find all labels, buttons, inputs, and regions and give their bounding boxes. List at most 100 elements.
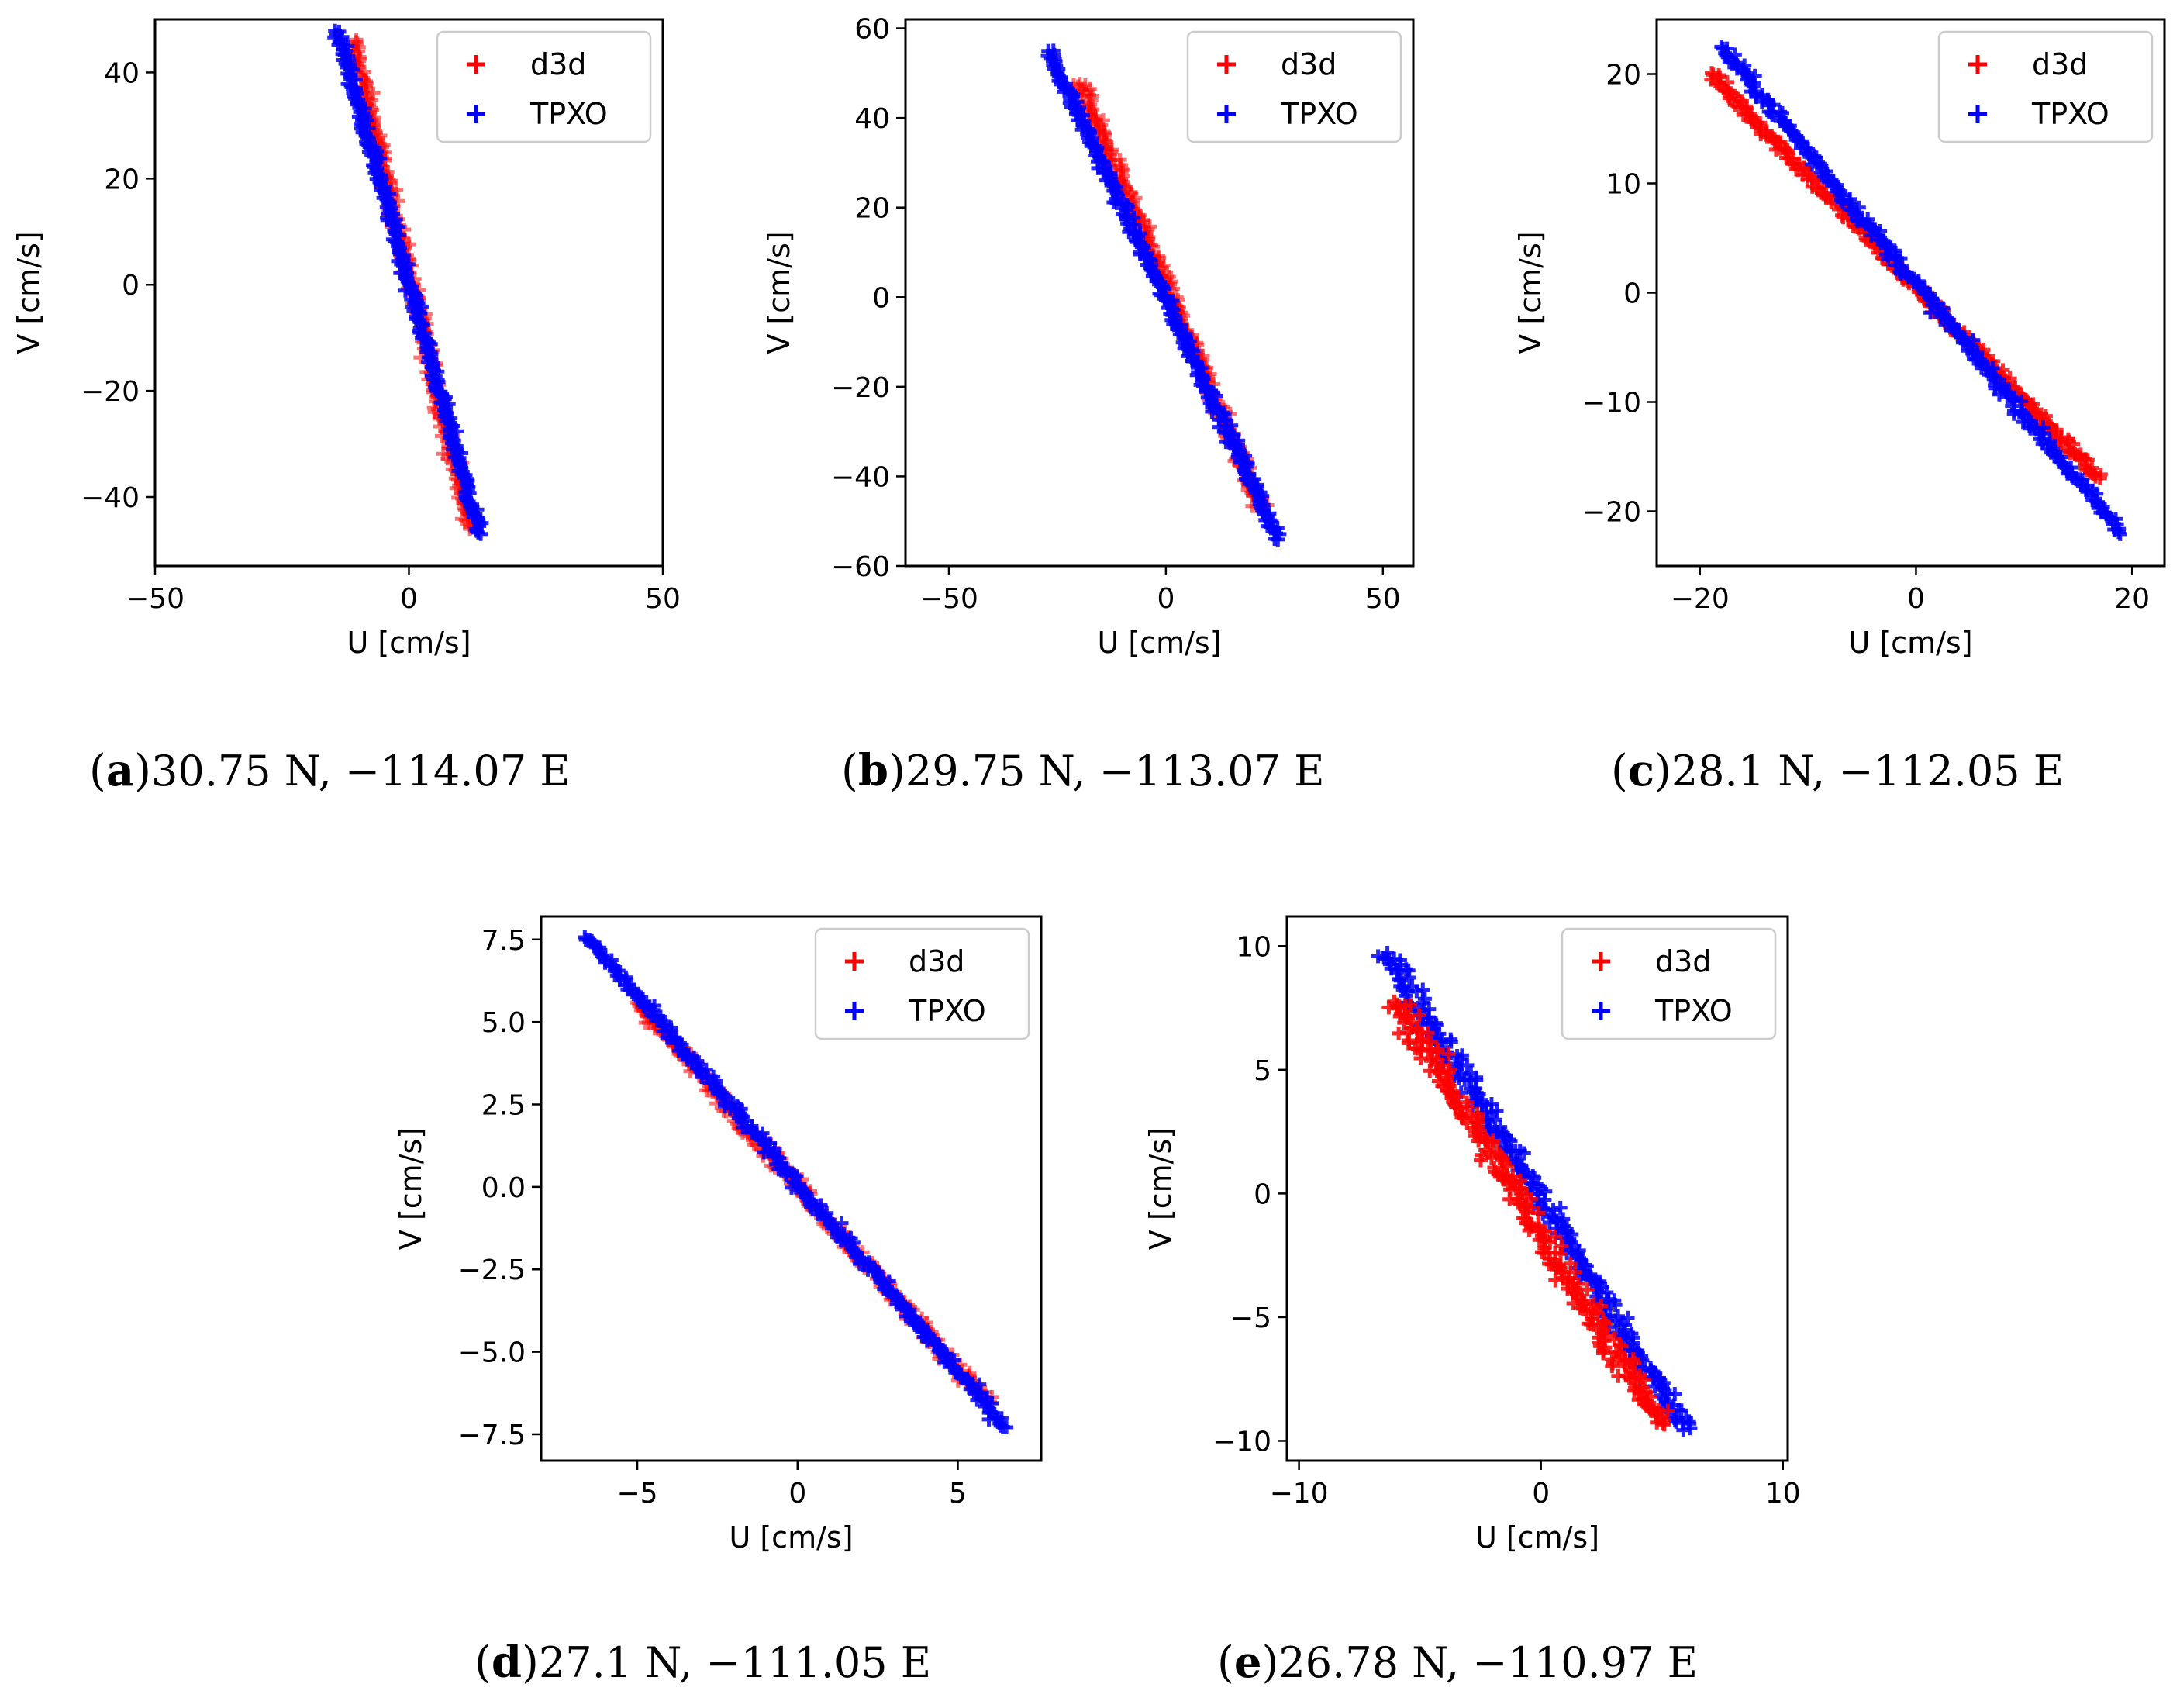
legend-box	[814, 927, 1030, 1040]
y-tick-label: 10	[1606, 169, 1641, 201]
y-tick-label: −40	[81, 482, 140, 514]
x-axis-label: U [cm/s]	[1097, 626, 1221, 660]
caption-location: 27.1 N, −111.05 E	[539, 1638, 931, 1687]
x-tick-label: 0	[400, 583, 418, 615]
legend-label-tpxo: TPXO	[1280, 97, 1358, 131]
plot-area-d	[578, 930, 1014, 1434]
y-tick-label: 60	[854, 14, 890, 46]
data-point	[1765, 108, 1780, 122]
series-tpxo-a	[327, 23, 489, 541]
panel-caption: (e)26.78 N, −110.97 E	[1217, 1637, 1698, 1688]
data-point	[1416, 982, 1430, 997]
y-axis-label: V [cm/s]	[762, 231, 796, 354]
y-tick-label: −5	[1230, 1303, 1271, 1334]
y-tick-label: 0	[1254, 1178, 1271, 1210]
data-point	[1683, 1421, 1698, 1436]
legend-label-d3d: d3d	[530, 47, 586, 81]
y-tick-label: 5.0	[481, 1007, 526, 1039]
x-tick-label: −5	[616, 1478, 657, 1510]
data-point	[1403, 998, 1418, 1013]
x-axis-label: U [cm/s]	[729, 1520, 853, 1554]
y-tick-label: 5	[1254, 1055, 1271, 1087]
data-point	[1553, 1200, 1568, 1215]
legend-label-d3d: d3d	[1655, 944, 1711, 978]
data-point	[1548, 1273, 1563, 1288]
y-tick-label: 20	[1606, 60, 1641, 91]
legend-marker-tpxo	[467, 105, 485, 123]
y-tick-label: 40	[104, 57, 140, 89]
data-point	[1580, 1282, 1595, 1297]
legend: d3d TPXO	[436, 30, 652, 143]
y-tick-label: −20	[81, 376, 140, 408]
panel-c: −20 0 20 −20 −10 0 10 20 U [cm/s] V [cm/s] d3d TPXO…	[1513, 18, 2166, 796]
plot-area-a	[327, 23, 489, 541]
y-tick-label: −20	[831, 372, 890, 404]
legend-box	[1561, 927, 1777, 1040]
data-point	[1516, 1146, 1531, 1161]
panel-caption: (b)29.75 N, −113.07 E	[841, 745, 1325, 796]
legend-marker-d3d	[1968, 55, 1987, 74]
x-tick-label: 5	[949, 1478, 967, 1510]
caption-letter: d	[492, 1637, 522, 1688]
y-tick-label: 0	[872, 282, 890, 314]
y-axis-label: V [cm/s]	[394, 1127, 428, 1250]
legend: d3d TPXO	[1186, 30, 1402, 143]
y-axis-label: V [cm/s]	[1513, 231, 1547, 354]
x-tick-label: 0	[1157, 583, 1175, 615]
panel-caption: (c)28.1 N, −112.05 E	[1611, 745, 2064, 796]
x-tick-label: −10	[1270, 1478, 1329, 1510]
x-axis-label: U [cm/s]	[1475, 1520, 1599, 1554]
y-tick-label: 20	[854, 193, 890, 225]
y-tick-label: −7.5	[458, 1420, 526, 1451]
caption-letter: c	[1628, 745, 1654, 796]
data-point	[1460, 1099, 1475, 1114]
caption-location: 28.1 N, −112.05 E	[1671, 747, 2064, 795]
legend-marker-d3d	[1217, 55, 1236, 74]
data-point	[1992, 387, 2006, 402]
data-point	[1444, 1034, 1458, 1049]
x-tick-label: −50	[126, 583, 185, 615]
y-tick-label: 2.5	[481, 1090, 526, 1122]
data-point	[1460, 1058, 1475, 1072]
data-point	[1596, 1346, 1610, 1361]
legend-box	[1186, 30, 1402, 143]
series-d3d-e	[1381, 994, 1675, 1432]
panel-d: −5 0 5 −7.5 −5.0 −2.5 0.0 2.5 5.0 7.5 U [cm/s] V [c…	[394, 915, 1043, 1688]
axes-frame	[540, 915, 1043, 1462]
data-point	[474, 526, 488, 541]
y-tick-label: 0	[1623, 278, 1641, 310]
legend-marker-tpxo	[1217, 105, 1236, 123]
plot-area-b	[1040, 43, 1287, 547]
legend-marker-tpxo	[845, 1002, 864, 1020]
panel-a: −50 0 50 −40 −20 0 20 40 U [cm/s] V [cm/s] d3d TPXO…	[12, 18, 681, 796]
y-tick-label: −2.5	[458, 1254, 526, 1286]
data-point	[1402, 971, 1416, 985]
y-axis-label: V [cm/s]	[12, 231, 46, 354]
x-tick-label: 0	[788, 1478, 806, 1510]
caption-letter: a	[106, 745, 134, 796]
data-point	[1605, 1359, 1619, 1373]
caption-location: 30.75 N, −114.07 E	[151, 747, 571, 795]
y-tick-label: −10	[1212, 1426, 1271, 1458]
x-tick-label: 50	[1365, 583, 1401, 615]
data-point	[1474, 1153, 1488, 1168]
data-point	[1271, 532, 1285, 547]
x-axis-label: U [cm/s]	[347, 626, 471, 660]
data-point	[1674, 1403, 1688, 1418]
y-tick-label: 0	[122, 270, 140, 302]
y-axis-label: V [cm/s]	[1143, 1127, 1178, 1250]
legend-label-tpxo: TPXO	[2031, 97, 2109, 131]
panel-caption: (a)30.75 N, −114.07 E	[89, 745, 571, 796]
data-point	[1657, 1417, 1671, 1432]
y-tick-label: −10	[1582, 388, 1641, 419]
legend: d3d TPXO	[814, 927, 1030, 1040]
caption-location: 29.75 N, −113.07 E	[905, 747, 1325, 795]
axes-frame	[1285, 915, 1789, 1462]
data-point	[1531, 1206, 1546, 1220]
panel-e: −10 0 10 −10 −5 0 5 10 U [cm/s] V [cm/s] d3d TPXO (e…	[1143, 915, 1801, 1688]
data-point	[2113, 526, 2127, 541]
x-tick-label: −20	[1671, 583, 1730, 615]
y-tick-label: −40	[831, 461, 890, 493]
legend-marker-tpxo	[1592, 1002, 1610, 1020]
axes-frame	[904, 18, 1415, 568]
